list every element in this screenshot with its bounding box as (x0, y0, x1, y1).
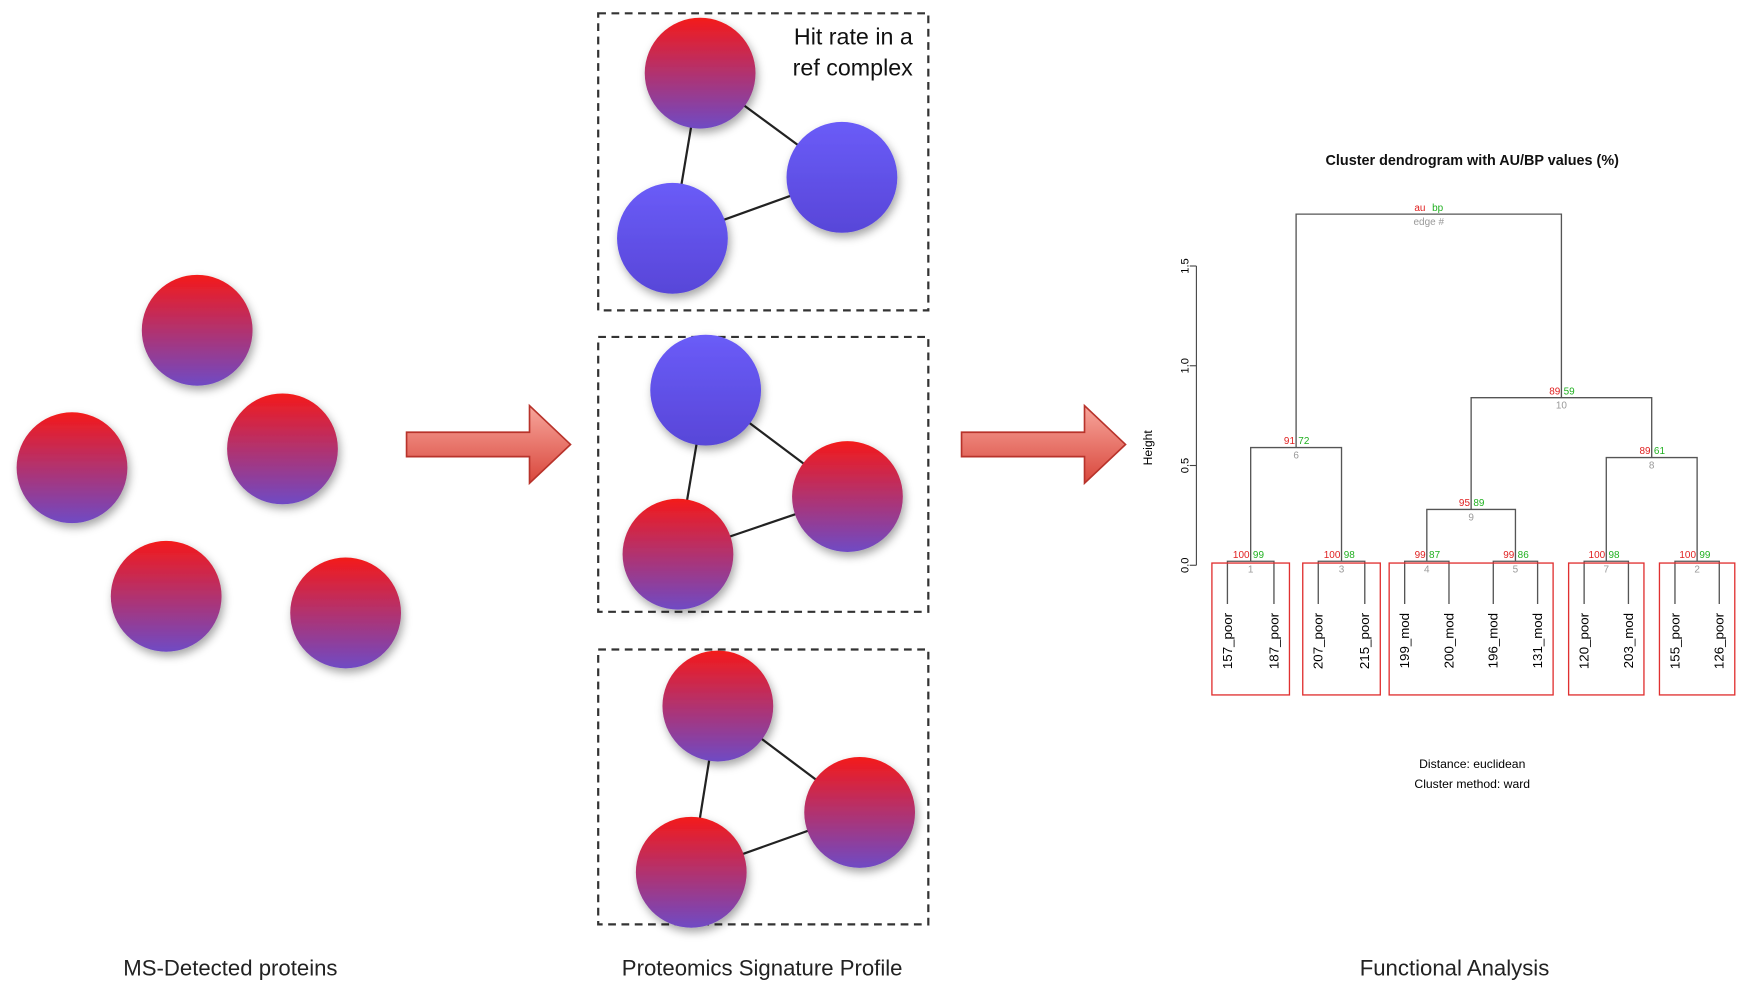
proteins (17, 18, 915, 928)
figure: MS-Detected proteins Proteomics Signatur… (0, 0, 1737, 982)
au-value: 99 (1503, 550, 1515, 561)
arrow (407, 406, 571, 484)
edge-number: 9 (1468, 512, 1474, 523)
caption: Functional Analysis (1360, 955, 1550, 980)
au-value: 89 (1549, 386, 1561, 397)
leaf-label: 157_poor (1220, 612, 1235, 669)
leaf-label: 215_poor (1357, 612, 1372, 669)
dendrogram-title: Cluster dendrogram with AU/BP values (%) (1326, 153, 1620, 169)
arrow (962, 406, 1126, 484)
au-value: 89 (1640, 446, 1652, 457)
caption: MS-Detected proteins (123, 955, 337, 980)
y-tick-label: 0.5 (1180, 458, 1192, 473)
bp-value: 59 (1564, 386, 1576, 397)
leaf-label: 155_poor (1667, 612, 1682, 669)
leaf-label: 207_poor (1311, 612, 1326, 669)
bp-value: 98 (1608, 550, 1620, 561)
note: ref complex (793, 54, 914, 80)
leaf-label: 196_mod (1486, 613, 1501, 668)
au-value: 100 (1324, 550, 1341, 561)
shapes (17, 13, 1126, 927)
bp-value: 72 (1298, 436, 1310, 447)
leaf-label: 203_mod (1621, 613, 1636, 668)
y-tick-label: 1.0 (1180, 358, 1192, 373)
edge-number: 4 (1424, 564, 1430, 575)
y-tick-label: 1.5 (1180, 258, 1192, 273)
merge (1296, 214, 1561, 447)
leaf-label: 120_poor (1577, 612, 1592, 669)
au-value: 95 (1459, 498, 1471, 509)
edge-number: 7 (1604, 564, 1610, 575)
bp-value: 99 (1699, 550, 1711, 561)
merge (1251, 448, 1342, 562)
bp-value: 87 (1429, 550, 1441, 561)
au-label: au (1414, 203, 1425, 214)
y-label: Height (1141, 430, 1155, 466)
y-tick-label: 0.0 (1180, 558, 1192, 573)
merge (1471, 398, 1652, 510)
edge-number: 8 (1649, 461, 1655, 472)
bp-label: bp (1432, 203, 1444, 214)
leaf-label: 187_poor (1266, 612, 1281, 669)
note: Hit rate in a (794, 23, 913, 49)
bp-value: 89 (1473, 498, 1485, 509)
au-value: 100 (1589, 550, 1606, 561)
footer: Cluster method: ward (1414, 777, 1530, 791)
edge-number: 1 (1248, 564, 1254, 575)
bp-value: 86 (1518, 550, 1530, 561)
leaf-label: 199_mod (1397, 613, 1412, 668)
au-value: 91 (1284, 436, 1296, 447)
au-value: 99 (1415, 550, 1427, 561)
edge-number: 6 (1293, 451, 1299, 462)
au-value: 100 (1233, 550, 1250, 561)
caption: Proteomics Signature Profile (622, 955, 903, 980)
leaf-label: 200_mod (1441, 613, 1456, 668)
edge-number: 5 (1513, 564, 1519, 575)
bp-value: 99 (1253, 550, 1265, 561)
footer: Distance: euclidean (1419, 757, 1525, 771)
leaf-label: 126_poor (1712, 612, 1727, 669)
leaf-label: 131_mod (1530, 613, 1545, 668)
bp-value: 98 (1344, 550, 1356, 561)
edge-number: 10 (1556, 401, 1568, 412)
merge (1606, 458, 1697, 562)
cluster-box (1389, 563, 1553, 695)
bp-value: 61 (1654, 446, 1666, 457)
au-value: 100 (1679, 550, 1696, 561)
edge-label: edge # (1414, 217, 1445, 228)
edge-number: 3 (1339, 564, 1345, 575)
edge-number: 2 (1694, 564, 1700, 575)
